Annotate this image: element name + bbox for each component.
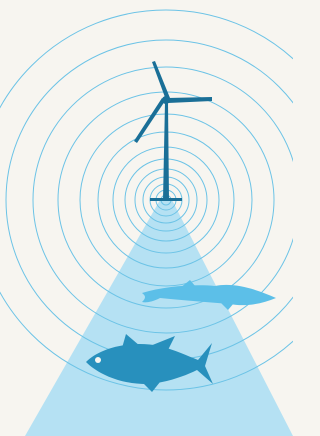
eye xyxy=(95,357,101,363)
illustration xyxy=(0,0,293,436)
base xyxy=(150,198,182,201)
hub xyxy=(162,96,170,104)
page xyxy=(0,0,320,436)
